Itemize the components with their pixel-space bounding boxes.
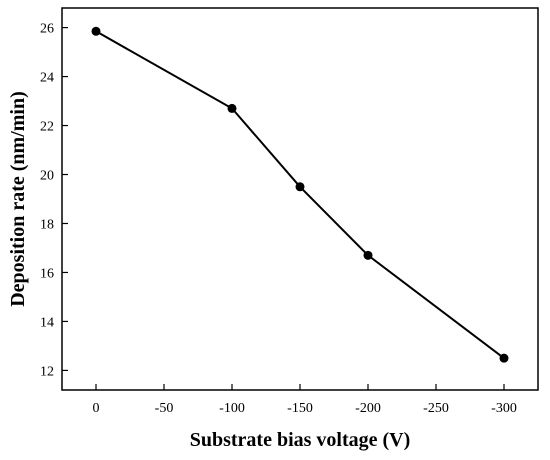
y-tick-label: 18 bbox=[40, 217, 54, 232]
x-tick-label: -50 bbox=[155, 401, 174, 416]
series-line bbox=[95, 30, 505, 359]
data-point bbox=[499, 353, 509, 363]
data-point bbox=[295, 182, 305, 192]
x-tick-label: 0 bbox=[93, 401, 100, 416]
x-axis-title: Substrate bias voltage (V) bbox=[190, 429, 411, 451]
data-point bbox=[91, 26, 101, 36]
x-tick-label: -300 bbox=[491, 401, 517, 416]
y-tick-label: 26 bbox=[40, 22, 54, 37]
y-axis-ticks: 12 14 16 18 20 22 24 26 bbox=[40, 22, 68, 379]
y-tick-label: 24 bbox=[40, 71, 54, 86]
y-tick-label: 20 bbox=[40, 169, 54, 184]
x-tick-label: -100 bbox=[219, 401, 245, 416]
x-axis-ticks: 0 -50 -100 -150 -200 -250 -300 bbox=[93, 384, 517, 416]
y-tick-label: 12 bbox=[40, 364, 54, 379]
plot-frame bbox=[61, 7, 539, 391]
data-point bbox=[363, 250, 373, 260]
y-axis-title: Deposition rate (nm/min) bbox=[7, 91, 29, 307]
data-point bbox=[227, 103, 237, 113]
series-layer bbox=[91, 26, 509, 363]
x-tick-label: -150 bbox=[287, 401, 313, 416]
y-tick-label: 22 bbox=[40, 120, 54, 135]
y-tick-label: 16 bbox=[40, 266, 54, 281]
x-tick-label: -200 bbox=[355, 401, 381, 416]
x-tick-label: -250 bbox=[423, 401, 449, 416]
y-tick-label: 14 bbox=[40, 315, 54, 330]
